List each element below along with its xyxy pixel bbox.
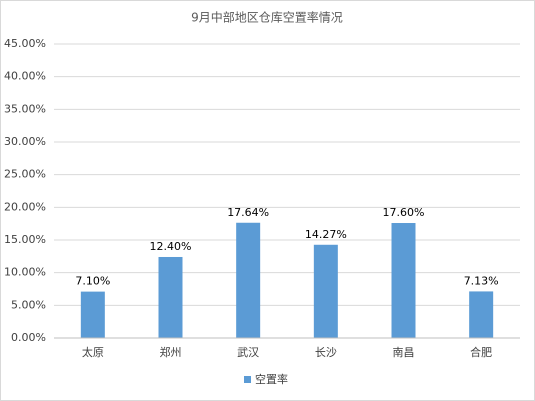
value-label: 17.60%	[383, 206, 425, 219]
bar	[158, 256, 183, 338]
y-tick-label: 20.00%	[4, 200, 46, 213]
x-tick-label: 长沙	[315, 346, 337, 359]
x-tick-label: 太原	[82, 346, 104, 359]
y-tick-label: 15.00%	[4, 233, 46, 246]
legend-label: 空置率	[255, 372, 288, 386]
y-tick-label: 25.00%	[4, 168, 46, 181]
bar	[469, 291, 494, 338]
y-tick-label: 10.00%	[4, 266, 46, 279]
value-label: 14.27%	[305, 228, 347, 241]
bar	[391, 223, 416, 338]
legend-swatch	[244, 376, 251, 383]
x-tick-label: 南昌	[393, 346, 415, 359]
value-label: 17.64%	[227, 206, 269, 219]
bar	[80, 291, 105, 338]
bar	[236, 222, 261, 338]
y-tick-label: 45.00%	[4, 37, 46, 50]
y-tick-label: 30.00%	[4, 135, 46, 148]
x-tick-label: 郑州	[160, 345, 182, 359]
chart-title: 9月中部地区仓库空置率情况	[191, 10, 343, 25]
y-tick-label: 35.00%	[4, 102, 46, 115]
y-tick-label: 0.00%	[11, 331, 46, 344]
value-label: 7.10%	[75, 275, 110, 288]
bar	[313, 244, 338, 338]
x-tick-label: 合肥	[470, 345, 492, 359]
x-tick-label: 武汉	[237, 346, 259, 359]
value-label: 12.40%	[150, 240, 192, 253]
y-tick-label: 40.00%	[4, 70, 46, 83]
y-tick-label: 5.00%	[11, 298, 46, 311]
value-label: 7.13%	[464, 274, 499, 287]
